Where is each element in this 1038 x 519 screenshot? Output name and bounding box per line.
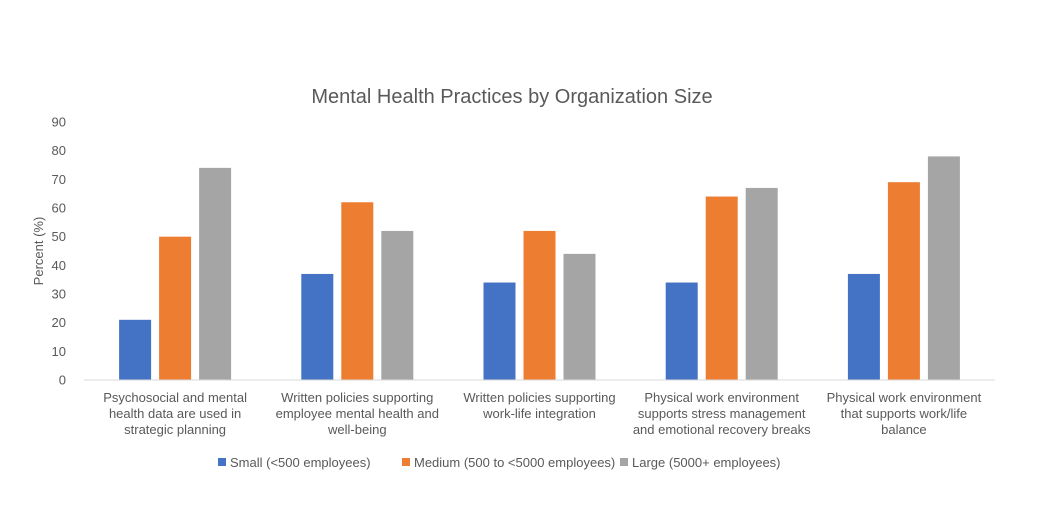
y-tick-label: 80 <box>52 143 66 158</box>
y-tick-label: 30 <box>52 287 66 302</box>
y-tick-label: 10 <box>52 344 66 359</box>
legend-swatch <box>218 458 226 466</box>
y-tick-label: 50 <box>52 229 66 244</box>
x-category-label: strategic planning <box>124 422 226 437</box>
bar <box>705 196 738 380</box>
bar <box>341 202 374 380</box>
x-category-label: that supports work/life <box>841 406 967 421</box>
legend-swatch <box>620 458 628 466</box>
bar <box>483 282 516 380</box>
bar <box>159 236 192 380</box>
x-category-label: work-life integration <box>482 406 596 421</box>
chart-title: Mental Health Practices by Organization … <box>311 86 712 108</box>
bar <box>119 319 152 380</box>
x-category-label: employee mental health and <box>276 406 439 421</box>
x-category-label: well-being <box>327 422 387 437</box>
bar <box>745 187 778 380</box>
bar <box>847 273 880 380</box>
y-tick-label: 60 <box>52 201 66 216</box>
x-category-label: Written policies supporting <box>463 390 615 405</box>
x-category-label: and emotional recovery breaks <box>633 422 811 437</box>
x-category-label: balance <box>881 422 927 437</box>
x-category-label: Written policies supporting <box>281 390 433 405</box>
y-tick-label: 90 <box>52 115 66 130</box>
bar <box>523 230 556 380</box>
legend: Small (<500 employees) Medium (500 to <50… <box>218 455 781 470</box>
x-category-label: Psychosocial and mental <box>103 390 247 405</box>
bar <box>199 167 232 380</box>
legend-label: Small (<500 employees) <box>230 455 371 470</box>
bar <box>665 282 698 380</box>
y-tick-label: 20 <box>52 315 66 330</box>
y-tick-label: 0 <box>59 373 66 388</box>
legend-label: Medium (500 to <5000 employees) <box>414 455 615 470</box>
y-tick-label: 70 <box>52 172 66 187</box>
y-axis-ticks: 0 10 20 30 40 50 60 70 80 90 <box>52 115 66 388</box>
bar <box>381 230 414 380</box>
bar <box>887 182 920 380</box>
y-tick-label: 40 <box>52 258 66 273</box>
x-category-label: supports stress management <box>638 406 806 421</box>
legend-label: Large (5000+ employees) <box>632 455 781 470</box>
bar <box>927 156 960 380</box>
x-category-label: Physical work environment <box>644 390 799 405</box>
y-axis-title: Percent (%) <box>31 217 46 286</box>
bars-group <box>119 156 960 380</box>
legend-swatch <box>402 458 410 466</box>
x-category-label: Physical work environment <box>827 390 982 405</box>
bar <box>301 273 334 380</box>
x-category-label: health data are used in <box>109 406 241 421</box>
bar <box>563 253 596 380</box>
